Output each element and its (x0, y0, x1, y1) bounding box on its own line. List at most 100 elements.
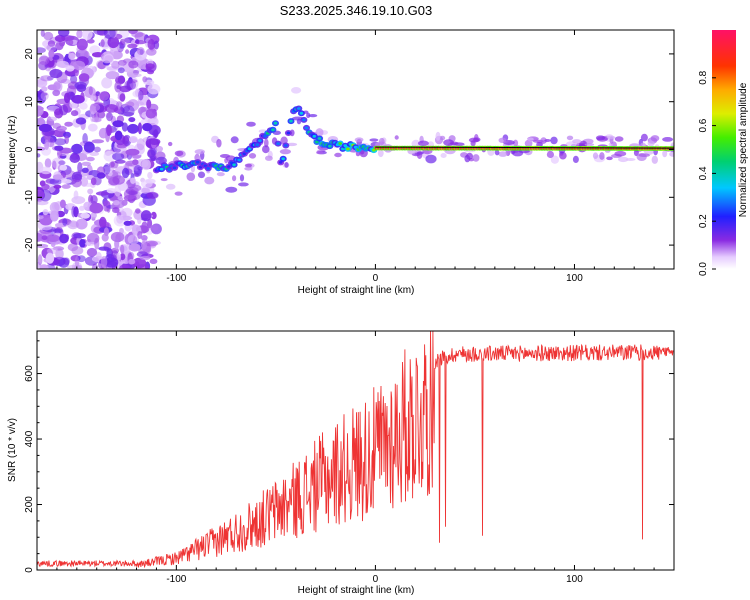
spectral-blob (524, 139, 533, 147)
spectral-blob (638, 153, 650, 157)
spectral-blob (625, 158, 636, 161)
spectral-blob (559, 151, 567, 160)
spectral-ridge-core (232, 163, 236, 167)
noise-blob (80, 91, 85, 102)
noise-blob (46, 234, 60, 242)
noise-blob (68, 52, 76, 60)
spectral-blob (232, 175, 237, 182)
noise-blob (41, 86, 48, 92)
noise-blob (39, 264, 49, 269)
spectral-blob (651, 155, 658, 164)
noise-blob (76, 38, 88, 51)
noise-blob (86, 156, 95, 162)
noise-blob (95, 191, 110, 196)
spectral-blob (334, 152, 342, 158)
spectral-blob (174, 150, 184, 156)
noise-blob (110, 231, 125, 243)
noise-blob (46, 247, 59, 255)
noise-blob (127, 234, 140, 245)
snr-xlabel: Height of straight line (km) (298, 585, 415, 596)
noise-blob (100, 39, 105, 47)
noise-blob (128, 117, 136, 123)
noise-blob (59, 233, 69, 244)
spectral-blob (417, 140, 429, 147)
colorbar-ticks: 0.0 0.2 0.4 0.6 0.8 (698, 70, 716, 276)
noise-blob (63, 257, 70, 265)
spectral-blob (669, 151, 674, 157)
noise-blob (40, 91, 49, 101)
x-tick-label: -100 (166, 574, 186, 585)
noise-blob (121, 37, 130, 45)
noise-blob (90, 177, 97, 186)
noise-blob (81, 167, 89, 173)
noise-blob (114, 130, 123, 141)
noise-blob (71, 205, 76, 218)
y-tick-label: 0 (24, 146, 35, 152)
noise-blob (136, 251, 149, 258)
noise-blob (133, 165, 143, 175)
spectral-ridge-core (338, 142, 343, 145)
noise-blob (40, 225, 52, 231)
spectral-blob (186, 172, 196, 181)
spectral-blob (449, 141, 459, 145)
spectral-ridge-core (276, 142, 280, 146)
spectral-blob (378, 137, 385, 146)
noise-blob (91, 139, 105, 144)
spectral-ridge-core (172, 166, 177, 170)
spectral-blob (306, 112, 311, 119)
noise-blob (37, 232, 43, 242)
noise-blob (135, 208, 141, 214)
noise-blob (141, 221, 149, 234)
colorbar: 0.0 0.2 0.4 0.6 0.8 Normalized spectral ampl… (698, 30, 749, 276)
snr-ylabel: SNR (10 * v/v) (7, 418, 18, 482)
y-tick-label: -10 (24, 190, 35, 205)
noise-blob (148, 138, 161, 145)
noise-blob (128, 73, 142, 78)
spectral-ridge-core (299, 111, 304, 115)
noise-blob (101, 77, 113, 89)
spectral-blob (296, 118, 302, 125)
spectral-blob (662, 150, 668, 158)
spectral-blob (468, 137, 480, 143)
spectral-blob (466, 152, 473, 160)
spectral-ridge-core (255, 143, 260, 147)
noise-blob (145, 108, 157, 119)
noise-blob (112, 120, 124, 128)
noise-blob (109, 104, 116, 110)
noise-blob (53, 228, 63, 234)
noise-blob (76, 30, 83, 39)
spectral-ridge-core (286, 131, 291, 135)
spectral-ridge-core (206, 167, 210, 170)
noise-blob (52, 122, 61, 129)
noise-blob (116, 214, 124, 224)
noise-blob (49, 202, 60, 213)
spectral-blob (618, 156, 629, 163)
spectral-ridge-core (271, 128, 275, 132)
spectral-blob (204, 176, 215, 185)
noise-blob (90, 95, 97, 101)
noise-blob (79, 239, 86, 248)
noise-blob (58, 30, 70, 37)
x-tick-label: 0 (373, 574, 379, 585)
spectral-blob (650, 135, 660, 142)
x-tick-label: 0 (373, 273, 379, 284)
noise-blob (37, 200, 49, 206)
noise-blob (87, 188, 94, 195)
noise-blob (70, 110, 79, 117)
spectral-blob (633, 149, 639, 157)
noise-blob (153, 40, 160, 50)
noise-blob (67, 220, 79, 230)
spectral-blob (599, 152, 605, 160)
noise-blob (106, 124, 112, 136)
spectral-blob (244, 166, 253, 171)
noise-blob (83, 141, 95, 153)
noise-blob (96, 172, 106, 179)
spectral-blob (239, 174, 245, 182)
noise-blob (37, 254, 43, 266)
noise-blob (128, 30, 138, 35)
spectral-blob (246, 121, 256, 127)
spectral-blob (264, 138, 269, 148)
spectral-blob (279, 149, 291, 155)
noise-blob (72, 60, 86, 71)
noise-blob (96, 252, 102, 262)
